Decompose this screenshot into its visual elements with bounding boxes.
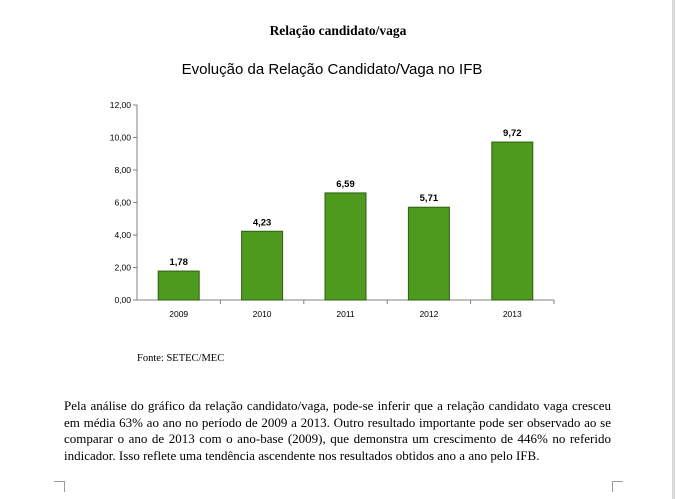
bar — [407, 206, 450, 301]
data-label: 6,59 — [336, 179, 355, 190]
data-label: 9,72 — [503, 128, 522, 139]
y-tick-label: 2,00 — [114, 263, 131, 273]
section-heading: Relação candidato/vaga — [269, 23, 407, 38]
y-tick-label: 12,00 — [110, 100, 132, 110]
y-tick-label: 10,00 — [110, 133, 132, 143]
analysis-paragraph: Pela análise do gráfico da relação candi… — [64, 398, 611, 463]
y-tick-label: 6,00 — [114, 198, 131, 208]
x-tick-label: 2013 — [503, 309, 522, 319]
source-note: Fonte: SETEC/MEC — [137, 353, 225, 364]
bar — [324, 192, 367, 301]
x-tick-label: 2009 — [169, 309, 188, 319]
data-label: 1,78 — [169, 257, 188, 268]
chart-title: Evolução da Relação Candidato/Vaga no IF… — [181, 61, 483, 78]
page-corner-mark-right — [612, 481, 623, 492]
bar — [241, 230, 284, 301]
bar — [157, 270, 200, 301]
page-corner-mark-left — [54, 481, 65, 492]
y-tick-label: 4,00 — [114, 230, 131, 240]
x-tick-label: 2011 — [336, 309, 355, 319]
data-label: 5,71 — [420, 193, 439, 204]
page-edge — [672, 0, 675, 499]
y-tick-label: 8,00 — [114, 165, 131, 175]
x-tick-label: 2010 — [253, 309, 272, 319]
x-tick-label: 2012 — [419, 309, 438, 319]
y-tick-label: 0,00 — [114, 295, 131, 305]
data-label: 4,23 — [253, 217, 272, 228]
bar — [491, 141, 534, 301]
